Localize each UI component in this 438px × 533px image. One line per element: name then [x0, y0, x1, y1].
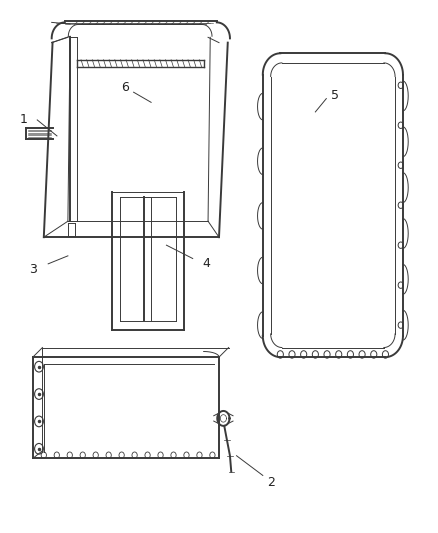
- Text: 2: 2: [268, 476, 276, 489]
- Text: 6: 6: [121, 82, 129, 94]
- Text: 5: 5: [331, 90, 339, 102]
- Text: 1: 1: [20, 114, 28, 126]
- Text: 3: 3: [29, 263, 37, 276]
- Text: 4: 4: [202, 257, 210, 270]
